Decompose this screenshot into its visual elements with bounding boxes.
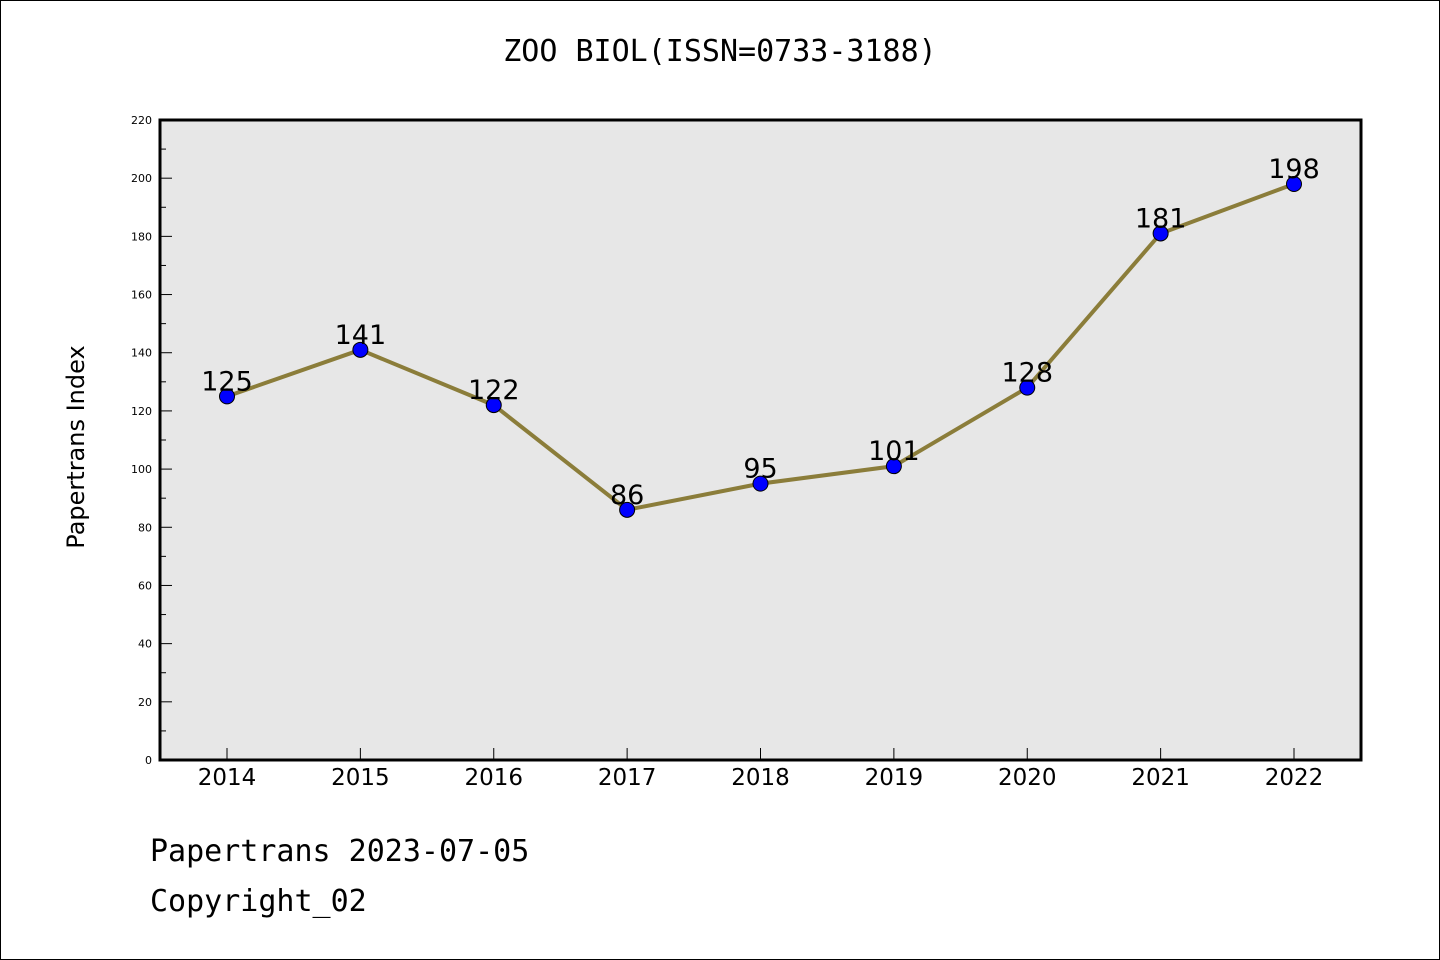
data-point bbox=[352, 341, 369, 358]
y-tick-label: 60 bbox=[138, 579, 152, 592]
y-tick-label: 160 bbox=[131, 289, 152, 302]
y-tick-label: 120 bbox=[131, 405, 152, 418]
data-label: 86 bbox=[610, 480, 644, 511]
data-label: 181 bbox=[1135, 203, 1187, 234]
data-label: 128 bbox=[1001, 358, 1053, 389]
x-tick-label: 2018 bbox=[731, 765, 790, 791]
x-tick-label: 2017 bbox=[598, 765, 657, 791]
y-tick-label: 200 bbox=[131, 172, 152, 185]
data-label: 122 bbox=[468, 375, 520, 406]
x-tick-label: 2020 bbox=[998, 765, 1057, 791]
plot-border bbox=[158, 118, 1363, 762]
data-point bbox=[752, 475, 769, 492]
data-point bbox=[1019, 379, 1036, 396]
x-tick-label: 2019 bbox=[865, 765, 924, 791]
data-label: 141 bbox=[335, 320, 387, 351]
data-point bbox=[1152, 225, 1169, 242]
data-point bbox=[885, 458, 902, 475]
data-label: 95 bbox=[743, 454, 777, 485]
data-label: 101 bbox=[868, 436, 920, 467]
data-point bbox=[219, 388, 235, 405]
y-tick-label: 20 bbox=[138, 696, 152, 709]
y-tick-label: 100 bbox=[131, 463, 152, 476]
footer-date: Papertrans 2023-07-05 bbox=[150, 834, 530, 869]
y-tick-label: 180 bbox=[131, 230, 152, 243]
data-point bbox=[1286, 176, 1302, 192]
footer-copyright: Copyright_02 bbox=[150, 884, 367, 919]
y-tick-label: 140 bbox=[131, 347, 152, 360]
chart-title: ZOO BIOL(ISSN=0733-3188) bbox=[503, 34, 937, 69]
y-tick-label: 220 bbox=[131, 114, 152, 127]
data-point bbox=[619, 501, 636, 518]
data-label: 125 bbox=[201, 366, 253, 397]
y-tick-label: 80 bbox=[138, 521, 152, 534]
x-tick-label: 2016 bbox=[464, 765, 523, 791]
data-point bbox=[485, 397, 502, 414]
y-axis-label: Papertrans Index bbox=[62, 345, 90, 548]
x-tick-label: 2021 bbox=[1131, 765, 1190, 791]
data-label: 198 bbox=[1268, 154, 1320, 185]
y-tick-label: 40 bbox=[138, 638, 152, 651]
x-tick-label: 2014 bbox=[198, 765, 257, 791]
x-tick-label: 2022 bbox=[1265, 765, 1324, 791]
y-tick-label: 0 bbox=[145, 754, 152, 767]
x-tick-label: 2015 bbox=[331, 765, 390, 791]
